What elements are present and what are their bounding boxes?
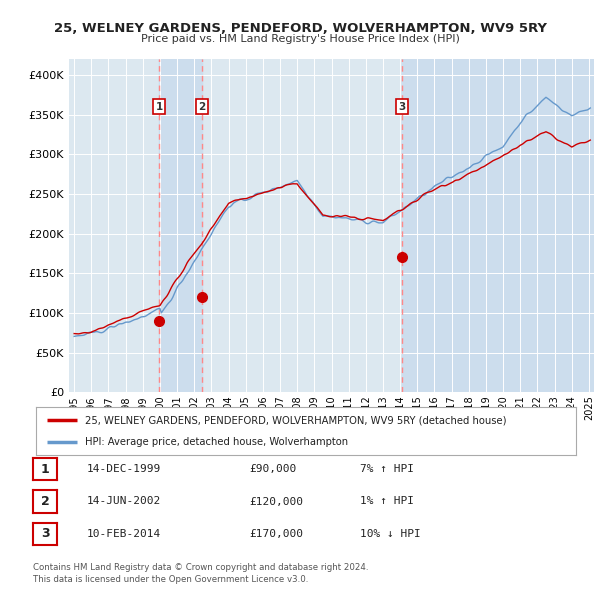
Bar xyxy=(159,59,202,392)
Text: 1: 1 xyxy=(155,101,163,112)
Text: This data is licensed under the Open Government Licence v3.0.: This data is licensed under the Open Gov… xyxy=(33,575,308,584)
Text: 1% ↑ HPI: 1% ↑ HPI xyxy=(360,497,414,506)
Text: £170,000: £170,000 xyxy=(249,529,303,539)
Text: 3: 3 xyxy=(398,101,406,112)
Text: HPI: Average price, detached house, Wolverhampton: HPI: Average price, detached house, Wolv… xyxy=(85,437,348,447)
Text: 14-JUN-2002: 14-JUN-2002 xyxy=(87,497,161,506)
Text: 10-FEB-2014: 10-FEB-2014 xyxy=(87,529,161,539)
Text: £90,000: £90,000 xyxy=(249,464,296,474)
Text: 25, WELNEY GARDENS, PENDEFORD, WOLVERHAMPTON, WV9 5RY (detached house): 25, WELNEY GARDENS, PENDEFORD, WOLVERHAM… xyxy=(85,415,506,425)
Text: 1: 1 xyxy=(41,463,49,476)
Text: 3: 3 xyxy=(41,527,49,540)
Text: 7% ↑ HPI: 7% ↑ HPI xyxy=(360,464,414,474)
Text: 2: 2 xyxy=(41,495,49,508)
Bar xyxy=(402,59,594,392)
Text: 10% ↓ HPI: 10% ↓ HPI xyxy=(360,529,421,539)
Text: 14-DEC-1999: 14-DEC-1999 xyxy=(87,464,161,474)
Text: Price paid vs. HM Land Registry's House Price Index (HPI): Price paid vs. HM Land Registry's House … xyxy=(140,34,460,44)
Text: 25, WELNEY GARDENS, PENDEFORD, WOLVERHAMPTON, WV9 5RY: 25, WELNEY GARDENS, PENDEFORD, WOLVERHAM… xyxy=(53,22,547,35)
Text: 2: 2 xyxy=(199,101,206,112)
Text: £120,000: £120,000 xyxy=(249,497,303,506)
Text: Contains HM Land Registry data © Crown copyright and database right 2024.: Contains HM Land Registry data © Crown c… xyxy=(33,563,368,572)
